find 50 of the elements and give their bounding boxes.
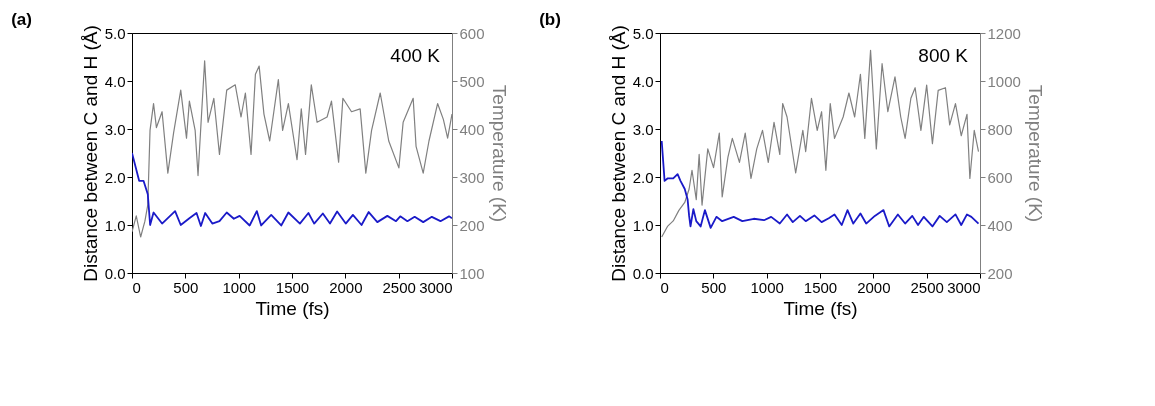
y2-tick-label: 600 — [987, 168, 1013, 186]
chart-title: (b) — [539, 9, 561, 29]
x-axis-title: Time (fs) — [255, 297, 330, 319]
y-tick-label: 3.0 — [632, 120, 654, 138]
y-tick-label: 4.0 — [104, 72, 126, 90]
y-tick-label: 5.0 — [104, 24, 126, 42]
x-tick-label: 1500 — [275, 278, 310, 296]
y-tick-label: 0.0 — [104, 264, 126, 282]
x-tick-label: 500 — [701, 278, 727, 296]
x-tick-label: 2000 — [329, 278, 363, 296]
y-tick-label: 0.0 — [632, 264, 654, 282]
x-tick-label: 1000 — [750, 278, 784, 296]
x-tick-label: 500 — [173, 278, 199, 296]
x-axis-title: Time (fs) — [783, 297, 858, 319]
y-axis-title: Distance between C and H (Å) — [79, 25, 101, 282]
y-tick-label: 2.0 — [104, 168, 126, 186]
x-tick-label: 2500 — [382, 278, 416, 296]
annotation: 400 K — [390, 45, 441, 66]
y2-tick-label: 300 — [459, 168, 485, 186]
y2-tick-label: 200 — [987, 264, 1013, 282]
y-tick-label: 3.0 — [104, 120, 126, 138]
x-tick-label: 1500 — [803, 278, 838, 296]
x-tick-label: 0 — [132, 278, 141, 296]
chart-title: (a) — [11, 9, 32, 29]
y2-axis-title: Temperature (K) — [1024, 84, 1046, 223]
y2-tick-label: 1000 — [987, 72, 1021, 90]
y2-tick-label: 400 — [987, 216, 1013, 234]
x-tick-label: 0 — [660, 278, 669, 296]
y-tick-label: 4.0 — [632, 72, 654, 90]
line-series — [660, 140, 980, 229]
y2-tick-label: 200 — [459, 216, 485, 234]
y2-tick-label: 800 — [987, 120, 1013, 138]
x-tick-label: 3000 — [947, 278, 981, 296]
y2-tick-label: 100 — [459, 264, 485, 282]
x-tick-label: 1000 — [222, 278, 256, 296]
line-series — [132, 152, 452, 227]
y2-axis-title: Temperature (K) — [488, 84, 510, 223]
y-tick-label: 2.0 — [632, 168, 654, 186]
y-tick-label: 1.0 — [104, 216, 126, 234]
y2-tick-label: 600 — [459, 24, 485, 42]
y2-tick-label: 400 — [459, 120, 485, 138]
y2-tick-label: 500 — [459, 72, 485, 90]
y-axis-title: Distance between C and H (Å) — [607, 25, 629, 282]
y-tick-label: 5.0 — [632, 24, 654, 42]
x-tick-label: 3000 — [419, 278, 453, 296]
x-tick-label: 2000 — [857, 278, 891, 296]
annotation: 800 K — [918, 45, 969, 66]
y-tick-label: 1.0 — [632, 216, 654, 234]
x-tick-label: 2500 — [910, 278, 944, 296]
y2-tick-label: 1200 — [987, 24, 1021, 42]
